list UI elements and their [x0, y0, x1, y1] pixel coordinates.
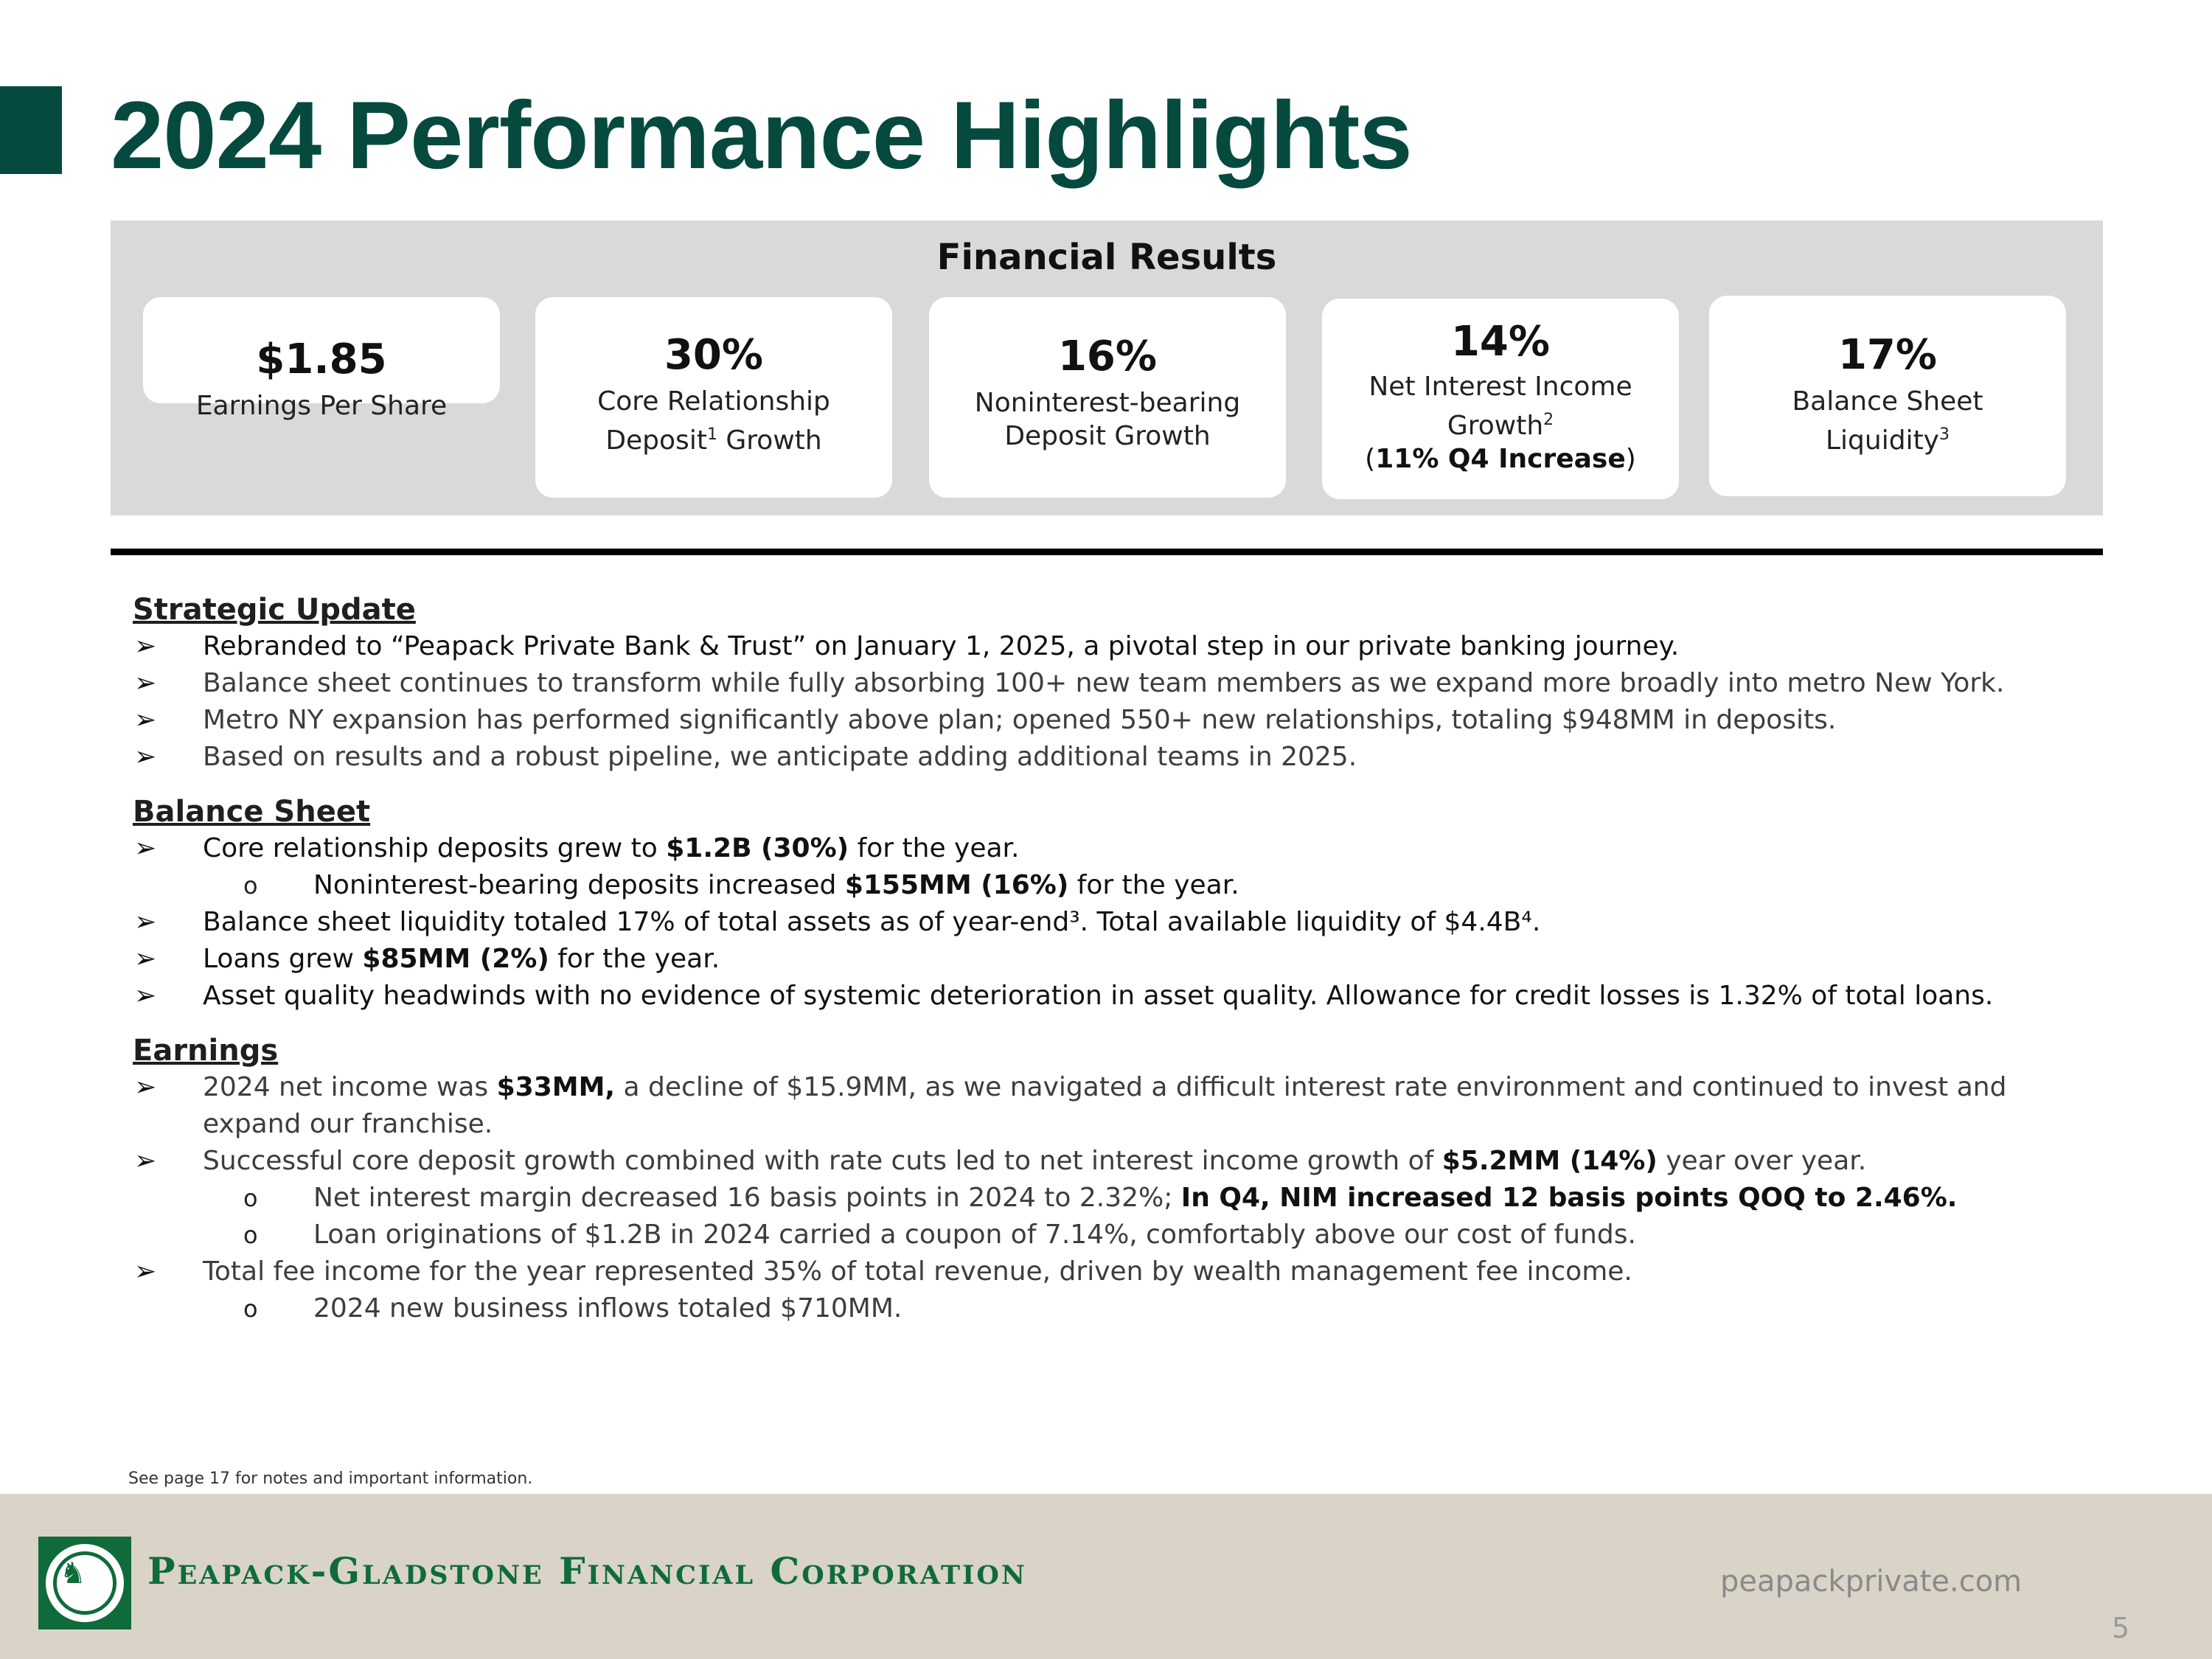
- arrow-bullet-icon: ➢: [134, 1072, 157, 1102]
- list-item: ➢ 2024 net income was $33MM, a decline of…: [133, 1069, 2109, 1143]
- liquidity-label-line1: Balance Sheet: [1792, 386, 1983, 417]
- arrow-bullet-icon: ➢: [134, 907, 157, 937]
- footnote: See page 17 for notes and important info…: [128, 1470, 533, 1488]
- arrow-bullet-icon: ➢: [134, 1256, 157, 1287]
- eps-value: $1.85: [256, 335, 387, 383]
- noninterest-deposit-card: 16% Noninterest-bearing Deposit Growth: [929, 297, 1286, 498]
- arrow-bullet-icon: ➢: [134, 631, 157, 661]
- company-logo: ♞: [38, 1537, 131, 1630]
- core-deposit-value: 30%: [664, 331, 764, 379]
- list-item: ➢ Balance sheet continues to transform wh…: [133, 665, 2109, 702]
- circle-bullet-icon: o: [243, 1221, 258, 1249]
- balance-sheet-section: Balance Sheet ➢ Core relationship deposit…: [133, 793, 2109, 1015]
- arrow-bullet-icon: ➢: [134, 705, 157, 735]
- circle-bullet-icon: o: [243, 1184, 258, 1212]
- page-title: 2024 Performance Highlights: [111, 81, 1413, 189]
- financial-results-heading: Financial Results: [936, 237, 1277, 278]
- core-deposit-card: 30% Core Relationship Deposit1 Growth: [535, 297, 892, 498]
- strategic-update-section: Strategic Update ➢ Rebranded to “Peapack …: [133, 591, 2109, 776]
- arrow-bullet-icon: ➢: [134, 833, 157, 863]
- company-name: Peapack-Gladstone Financial Corporation: [147, 1549, 1027, 1593]
- circle-bullet-icon: o: [243, 872, 258, 900]
- list-item: ➢ Based on results and a robust pipeline,…: [133, 739, 2109, 776]
- noninterest-deposit-label-line1: Noninterest-bearing: [974, 388, 1241, 418]
- list-item: ➢ Metro NY expansion has performed signif…: [133, 702, 2109, 739]
- liquidity-card: 17% Balance Sheet Liquidity3: [1709, 296, 2066, 496]
- highlights-content: Strategic Update ➢ Rebranded to “Peapack …: [133, 591, 2109, 1345]
- eps-card: $1.85 Earnings Per Share: [143, 297, 500, 421]
- eps-label: Earnings Per Share: [195, 391, 448, 421]
- arrow-bullet-icon: ➢: [134, 981, 157, 1011]
- page-number: 5: [2112, 1612, 2130, 1644]
- noninterest-deposit-label-line2: Deposit Growth: [1004, 421, 1211, 451]
- earnings-heading: Earnings: [133, 1034, 279, 1068]
- core-deposit-label-line2: Deposit1 Growth: [605, 425, 822, 456]
- list-item: ➢ Total fee income for the year represent…: [133, 1253, 2109, 1290]
- noninterest-deposit-value: 16%: [1057, 333, 1158, 380]
- sub-list-item: o 2024 new business inflows totaled $710M…: [133, 1290, 2109, 1327]
- arrow-bullet-icon: ➢: [134, 1146, 157, 1176]
- title-accent-bar: [0, 86, 62, 174]
- list-item: ➢ Rebranded to “Peapack Private Bank & Tr…: [133, 628, 2109, 665]
- liquidity-value: 17%: [1837, 331, 1938, 379]
- list-item: ➢ Asset quality headwinds with no evidenc…: [133, 978, 2109, 1015]
- liquidity-label-line2: Liquidity3: [1825, 425, 1950, 456]
- core-deposit-label-line1: Core Relationship: [597, 386, 830, 417]
- nii-q4-increase: (11% Q4 Increase): [1365, 444, 1636, 474]
- website-link[interactable]: peapackprivate.com: [1720, 1565, 2023, 1599]
- sub-list-item: o Loan originations of $1.2B in 2024 carr…: [133, 1217, 2109, 1253]
- list-item: ➢ Core relationship deposits grew to $1.2…: [133, 830, 2109, 867]
- nii-growth-card: 14% Net Interest Income Growth2 (11% Q4 …: [1322, 299, 1679, 499]
- balance-sheet-heading: Balance Sheet: [133, 795, 371, 829]
- financial-results-panel: Financial Results $1.85 Earnings Per Sha…: [111, 220, 2103, 515]
- sub-list-item: o Noninterest-bearing deposits increased …: [133, 867, 2109, 904]
- earnings-section: Earnings ➢ 2024 net income was $33MM, a d…: [133, 1032, 2109, 1327]
- list-item: ➢ Loans grew $85MM (2%) for the year.: [133, 941, 2109, 978]
- sub-list-item: o Net interest margin decreased 16 basis …: [133, 1180, 2109, 1217]
- section-divider: [111, 549, 2103, 555]
- nii-growth-label-line1: Net Interest Income: [1368, 372, 1632, 402]
- list-item: ➢ Balance sheet liquidity totaled 17% of …: [133, 904, 2109, 941]
- arrow-bullet-icon: ➢: [134, 668, 157, 698]
- list-item: ➢ Successful core deposit growth combined…: [133, 1143, 2109, 1180]
- footer: ♞ Peapack-Gladstone Financial Corporatio…: [0, 1494, 2212, 1659]
- horse-rider-icon: ♞: [60, 1557, 86, 1590]
- arrow-bullet-icon: ➢: [134, 742, 157, 772]
- nii-growth-label-line2: Growth2: [1447, 411, 1554, 441]
- strategic-update-heading: Strategic Update: [133, 593, 416, 627]
- arrow-bullet-icon: ➢: [134, 944, 157, 974]
- circle-bullet-icon: o: [243, 1295, 258, 1323]
- nii-growth-value: 14%: [1450, 318, 1551, 366]
